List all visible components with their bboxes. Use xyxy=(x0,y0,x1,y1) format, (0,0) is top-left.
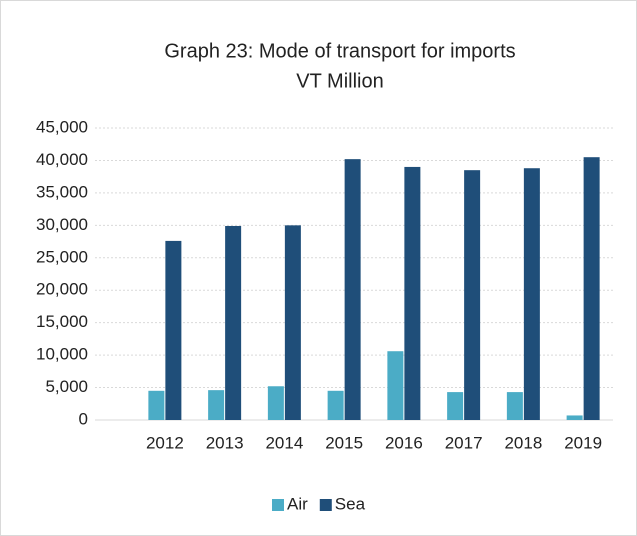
legend-label: Air xyxy=(287,494,308,513)
x-tick-label: 2014 xyxy=(265,433,303,452)
bar xyxy=(148,390,165,420)
bar xyxy=(566,415,583,420)
legend-swatch xyxy=(272,499,284,511)
bar xyxy=(327,390,344,420)
bar xyxy=(165,240,182,420)
bar xyxy=(208,390,225,420)
y-tick-label: 0 xyxy=(79,409,88,428)
chart-title: Graph 23: Mode of transport for imports xyxy=(164,40,515,62)
bar xyxy=(225,225,242,420)
bar xyxy=(447,392,464,420)
bar xyxy=(404,166,421,420)
y-tick-label: 30,000 xyxy=(36,215,88,234)
x-tick-label: 2017 xyxy=(445,433,483,452)
bar xyxy=(464,170,481,420)
y-tick-label: 40,000 xyxy=(36,150,88,169)
y-tick-label: 45,000 xyxy=(36,117,88,136)
chart-subtitle: VT Million xyxy=(296,70,383,92)
bar xyxy=(506,392,523,420)
y-tick-label: 20,000 xyxy=(36,280,88,299)
y-tick-label: 35,000 xyxy=(36,182,88,201)
x-tick-label: 2019 xyxy=(564,433,602,452)
x-tick-label: 2018 xyxy=(504,433,542,452)
bar xyxy=(523,168,540,420)
bar xyxy=(267,386,284,420)
x-tick-label: 2015 xyxy=(325,433,363,452)
bar xyxy=(583,157,600,420)
y-tick-label: 5,000 xyxy=(45,377,88,396)
y-tick-label: 15,000 xyxy=(36,312,88,331)
legend-label: Sea xyxy=(335,494,366,513)
legend-swatch xyxy=(319,499,332,511)
x-tick-label: 2013 xyxy=(206,433,244,452)
bar xyxy=(284,225,301,420)
x-tick-label: 2012 xyxy=(146,433,184,452)
bar xyxy=(344,159,361,420)
y-tick-label: 10,000 xyxy=(36,345,88,364)
x-tick-label: 2016 xyxy=(385,433,423,452)
bar xyxy=(387,351,404,420)
y-tick-label: 25,000 xyxy=(36,247,88,266)
